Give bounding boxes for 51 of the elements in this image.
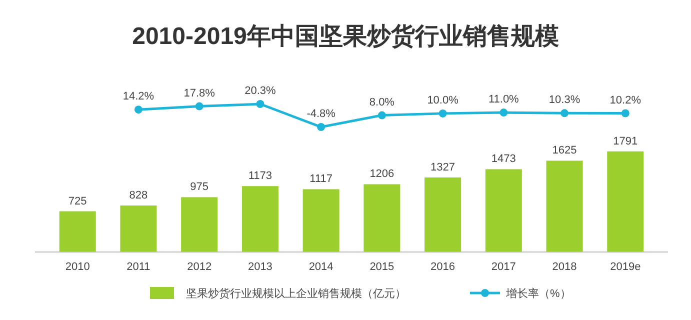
x-tick-label: 2015 <box>370 261 394 273</box>
data-label: 1791 <box>613 135 638 148</box>
point <box>378 111 386 120</box>
chart-title: 2010-2019年中国坚果炒货行业销售规模 <box>132 23 559 50</box>
point <box>256 100 264 108</box>
point <box>560 109 569 118</box>
data-label: 725 <box>68 195 87 208</box>
x-tick-label: 2013 <box>248 261 272 273</box>
bar <box>242 186 278 252</box>
data-label: 10.3% <box>548 94 580 106</box>
x-tick-label: 2014 <box>308 261 334 273</box>
bar <box>607 151 644 252</box>
bar <box>485 169 522 252</box>
bar <box>364 184 400 252</box>
x-tick-label: 2018 <box>552 261 577 273</box>
data-label: 1473 <box>491 153 516 166</box>
data-label: 11.0% <box>488 94 520 106</box>
bar <box>302 189 340 252</box>
data-label: 8.0% <box>369 96 395 108</box>
point <box>317 123 326 131</box>
x-tick-label: 2011 <box>126 261 150 273</box>
bar <box>181 197 218 252</box>
bar <box>546 160 583 252</box>
data-label: 1625 <box>552 144 577 157</box>
point <box>134 106 142 114</box>
data-label: 1327 <box>430 161 456 174</box>
data-label: 17.8% <box>184 87 216 100</box>
x-tick-label: 2017 <box>491 261 516 273</box>
legend-label: 增长率（%） <box>505 287 571 300</box>
data-label: 14.2% <box>122 90 154 103</box>
point <box>195 102 204 110</box>
data-label: -4.8% <box>306 108 336 120</box>
bar <box>424 177 462 252</box>
point <box>438 109 447 118</box>
x-tick-label: 2019e <box>610 261 641 273</box>
x-tick-label: 2012 <box>187 261 212 273</box>
data-label: 1173 <box>248 170 272 182</box>
point <box>621 109 630 118</box>
bar <box>120 205 157 252</box>
data-label: 10.2% <box>610 94 642 106</box>
x-tick-label: 2010 <box>65 261 90 273</box>
data-label: 975 <box>190 181 209 194</box>
data-label: 828 <box>129 189 148 202</box>
data-label: 1206 <box>370 168 394 180</box>
data-label: 1117 <box>310 173 332 186</box>
legend-label: 坚果炒货行业规模以上企业销售规模（亿元） <box>186 287 406 300</box>
point <box>500 108 508 117</box>
x-tick-label: 2016 <box>430 261 456 273</box>
data-label: 20.3% <box>244 85 276 97</box>
data-label: 10.0% <box>427 94 459 106</box>
bar <box>59 211 96 252</box>
